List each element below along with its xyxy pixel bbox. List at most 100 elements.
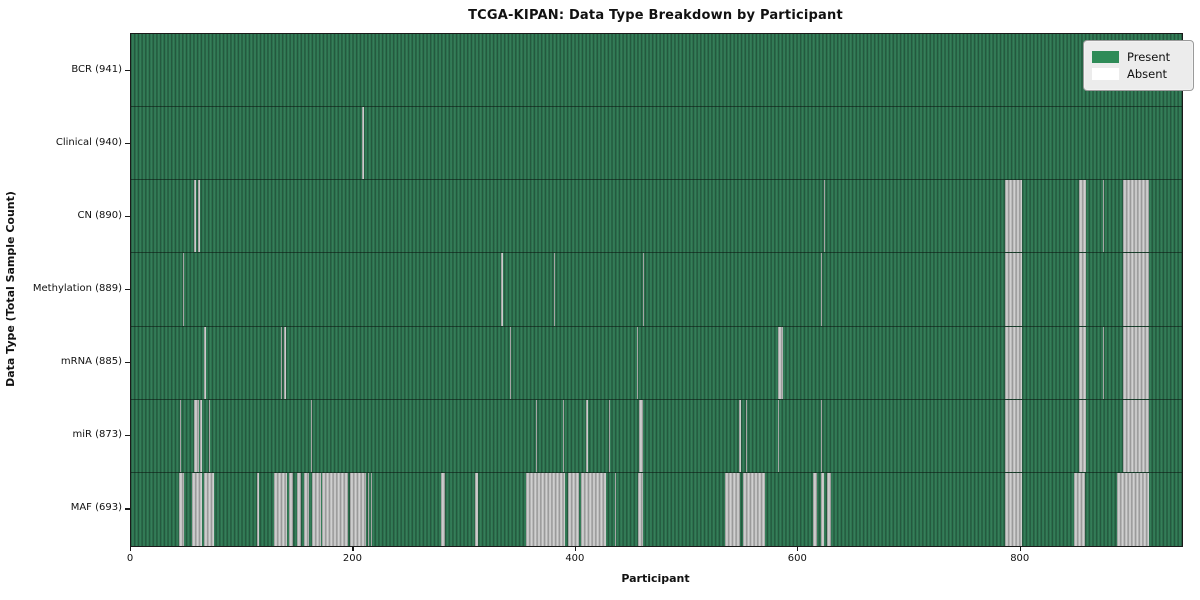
absent-stripe	[1005, 472, 1022, 546]
absent-stripe	[350, 472, 366, 546]
absent-stripe	[1078, 399, 1087, 472]
xtick-label: 800	[1010, 553, 1030, 564]
row-maf	[131, 472, 1182, 546]
absent-stripe	[525, 472, 565, 546]
x-axis-label: Participant	[621, 572, 690, 585]
absent-stripe	[192, 472, 203, 546]
xtick-label: 0	[126, 553, 134, 564]
absent-stripe	[183, 253, 185, 326]
absent-stripe	[820, 472, 824, 546]
absent-stripe	[1078, 253, 1087, 326]
xtick-mark	[130, 546, 132, 551]
xtick-mark	[574, 546, 577, 551]
absent-stripe	[179, 399, 182, 472]
row-cn	[131, 180, 1182, 254]
absent-stripe	[1005, 253, 1022, 326]
absent-stripe	[642, 253, 644, 326]
absent-stripe	[281, 326, 283, 399]
absent-stripe	[1123, 180, 1149, 253]
absent-stripe	[1103, 326, 1105, 399]
absent-stripe	[304, 472, 309, 546]
xtick-label: 200	[342, 553, 362, 564]
absent-stripe	[1123, 399, 1149, 472]
absent-stripe	[194, 180, 196, 253]
xtick-label: 400	[565, 553, 585, 564]
absent-stripe	[812, 472, 818, 546]
absent-stripe	[194, 399, 199, 472]
row-mrna	[131, 326, 1182, 400]
absent-stripe	[724, 472, 741, 546]
legend-swatch-absent	[1092, 68, 1119, 80]
absent-stripe	[199, 399, 203, 472]
absent-stripe	[1078, 326, 1087, 399]
absent-stripe	[1117, 472, 1149, 546]
absent-stripe	[535, 399, 538, 472]
absent-stripe	[638, 472, 643, 546]
absent-stripe	[208, 399, 211, 472]
absent-stripe	[296, 472, 302, 546]
absent-stripe	[178, 472, 185, 546]
absent-stripe	[585, 399, 589, 472]
legend-swatch-present	[1092, 51, 1119, 63]
ytick-label-methylation: Methylation (889)	[32, 283, 122, 294]
y-tick-labels: BCR (941) Clinical (940) CN (890) Methylati…	[0, 33, 122, 545]
absent-stripe	[739, 399, 741, 472]
absent-stripe	[204, 472, 215, 546]
xtick-label: 600	[787, 553, 807, 564]
plot-area	[130, 33, 1183, 547]
absent-stripe	[1078, 180, 1087, 253]
ytick-label-bcr: BCR (941)	[71, 63, 122, 75]
absent-stripe	[1103, 180, 1105, 253]
legend-entry-present: Present	[1092, 50, 1184, 64]
legend: Present Absent	[1083, 40, 1194, 91]
absent-stripe	[367, 472, 370, 546]
absent-stripe	[441, 472, 445, 546]
ytick-label-mrna: mRNA (885)	[60, 356, 122, 368]
ytick-mark	[125, 435, 130, 437]
absent-stripe	[742, 472, 765, 546]
xtick-mark	[1019, 546, 1021, 551]
absent-stripe	[1005, 326, 1022, 399]
absent-stripe	[637, 326, 639, 399]
ytick-label-cn: CN (890)	[77, 209, 122, 221]
absent-stripe	[823, 180, 826, 253]
row-clinical	[131, 107, 1182, 181]
x-ticks: 0 200 400 600 800	[126, 545, 1181, 567]
absent-stripe	[562, 399, 564, 472]
absent-stripe	[746, 399, 748, 472]
ytick-mark	[125, 69, 130, 71]
row-bcr	[131, 34, 1182, 108]
row-methylation	[131, 253, 1182, 327]
absent-stripe	[820, 399, 822, 472]
ytick-mark	[125, 215, 130, 218]
ytick-label-maf: MAF (693)	[70, 502, 122, 514]
absent-stripe	[1005, 180, 1022, 253]
ytick-mark	[125, 289, 130, 291]
absent-stripe	[474, 472, 478, 546]
absent-stripe	[1074, 472, 1086, 546]
absent-stripe	[1005, 399, 1022, 472]
absent-stripe	[256, 472, 259, 546]
absent-stripe	[778, 399, 780, 472]
absent-stripe	[274, 472, 287, 546]
absent-stripe	[322, 472, 348, 546]
absent-stripe	[820, 253, 822, 326]
absent-stripe	[553, 253, 555, 326]
absent-stripe	[311, 399, 313, 472]
legend-label: Absent	[1127, 67, 1168, 81]
absent-stripe	[197, 180, 200, 253]
xtick-mark	[797, 546, 799, 551]
absent-stripe	[778, 326, 783, 399]
absent-stripe	[510, 326, 512, 399]
absent-stripe	[639, 399, 643, 472]
absent-stripe	[204, 326, 206, 399]
legend-label: Present	[1127, 50, 1171, 64]
absent-stripe	[609, 399, 611, 472]
row-mir	[131, 399, 1182, 473]
ytick-mark	[125, 362, 130, 364]
absent-stripe	[362, 107, 364, 180]
absent-stripe	[501, 253, 503, 326]
ytick-mark	[125, 508, 130, 510]
absent-stripe	[1123, 253, 1149, 326]
